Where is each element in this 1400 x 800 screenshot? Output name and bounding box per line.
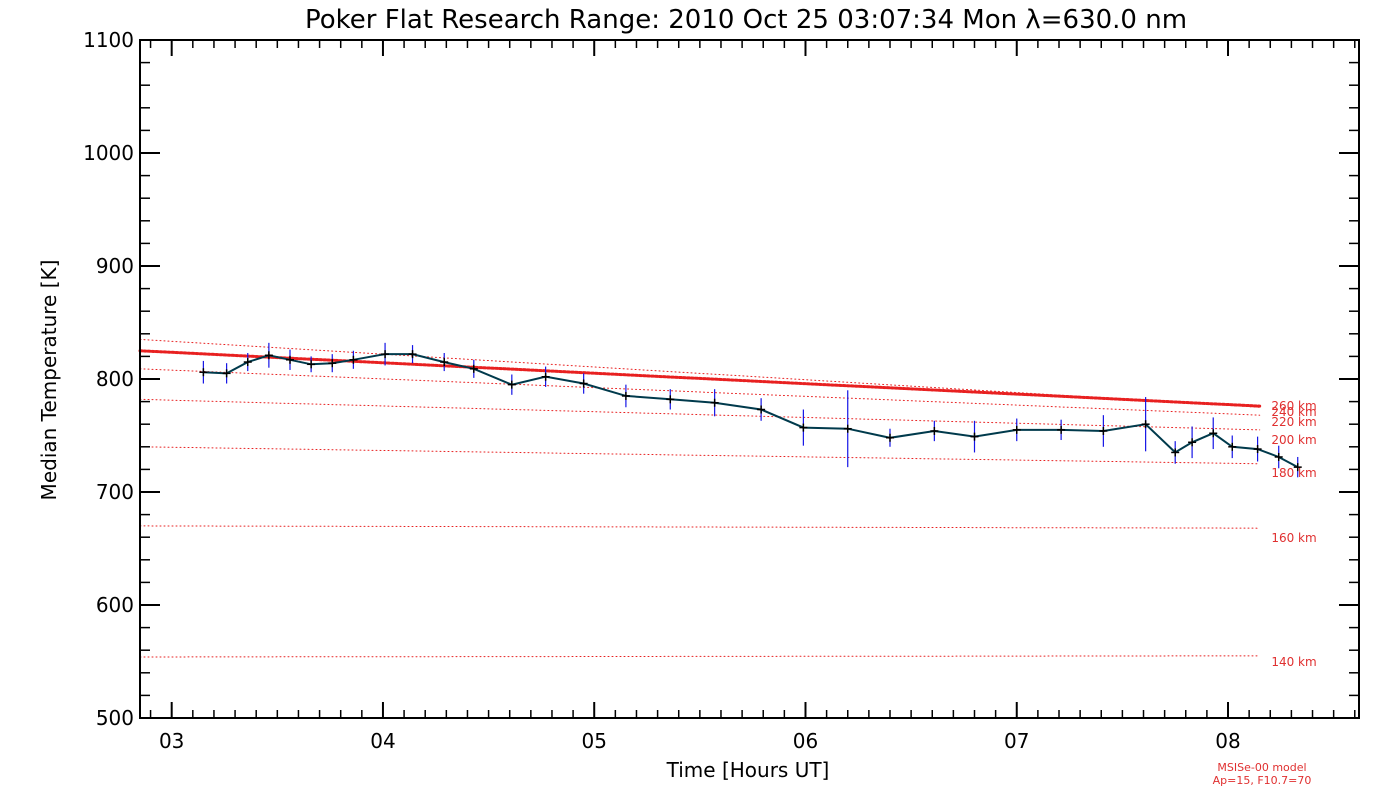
data-point	[408, 350, 417, 359]
model-curve-260km	[138, 349, 1262, 408]
data-point	[1099, 426, 1108, 435]
model-curves	[138, 338, 1262, 658]
model-curve-200km	[139, 398, 1261, 431]
data-point	[1274, 452, 1283, 461]
model-label-220km: 220 km	[1271, 415, 1316, 429]
y-tick-labels: 500 600 700 800 900 1000 1100	[83, 28, 134, 730]
axis-ticks	[140, 39, 1359, 719]
data-point	[970, 432, 979, 441]
data-point	[930, 426, 939, 435]
model-curve-240km	[139, 338, 1261, 408]
data-point	[285, 355, 294, 364]
data-point	[1228, 442, 1237, 451]
y-tick-label: 700	[96, 480, 134, 504]
y-tick-label: 600	[96, 593, 134, 617]
x-tick-label: 08	[1215, 729, 1240, 753]
model-curve-140km	[139, 655, 1261, 658]
y-tick-label: 1000	[83, 141, 134, 165]
temperature-series	[199, 350, 1302, 472]
x-tick-label: 03	[159, 729, 184, 753]
data-point	[507, 380, 516, 389]
data-point	[381, 350, 390, 359]
model-note-line-2: Ap=15, F10.7=70	[1213, 774, 1312, 787]
data-point	[757, 405, 766, 414]
data-point	[307, 360, 316, 369]
chart-title: Poker Flat Research Range: 2010 Oct 25 0…	[305, 5, 1187, 35]
y-axis-label: Median Temperature [K]	[37, 260, 61, 501]
data-point	[621, 391, 630, 400]
data-point	[710, 398, 719, 407]
y-tick-label: 800	[96, 367, 134, 391]
x-axis-label: Time [Hours UT]	[666, 758, 830, 782]
data-point	[1012, 425, 1021, 434]
data-point	[264, 351, 273, 360]
data-point	[1253, 445, 1262, 454]
x-tick-label: 07	[1004, 729, 1029, 753]
data-point	[885, 433, 894, 442]
model-curve-180km	[139, 446, 1261, 465]
model-label-240km: 240 km	[1271, 405, 1316, 419]
model-curve-220km	[139, 368, 1261, 416]
data-point	[666, 395, 675, 404]
y-tick-label: 900	[96, 254, 134, 278]
data-point	[579, 379, 588, 388]
data-point	[243, 358, 252, 367]
data-point	[1057, 425, 1066, 434]
data-point	[541, 372, 550, 381]
x-tick-label: 06	[793, 729, 818, 753]
data-point	[1209, 429, 1218, 438]
plot-frame	[139, 39, 1360, 719]
data-point	[1141, 420, 1150, 429]
data-point	[843, 424, 852, 433]
data-point	[199, 368, 208, 377]
y-tick-label: 500	[96, 706, 134, 730]
model-curve-160km	[139, 525, 1261, 529]
data-point	[1293, 463, 1302, 472]
data-point	[328, 359, 337, 368]
data-point	[349, 355, 358, 364]
model-label-180km: 180 km	[1271, 466, 1316, 480]
data-point	[799, 423, 808, 432]
data-point	[1188, 438, 1197, 447]
model-label-160km: 160 km	[1271, 531, 1316, 545]
model-label-200km: 200 km	[1271, 433, 1316, 447]
data-point	[222, 369, 231, 378]
y-tick-label: 1100	[83, 28, 134, 52]
x-tick-labels: 03 04 05 06 07 08	[159, 729, 1241, 753]
data-point	[469, 364, 478, 373]
model-label-140km: 140 km	[1271, 655, 1316, 669]
x-tick-label: 05	[581, 729, 606, 753]
data-point	[440, 358, 449, 367]
model-note-line-1: MSISe-00 model	[1217, 761, 1306, 774]
model-label-260km: 260 km	[1271, 399, 1316, 413]
data-point	[1171, 448, 1180, 457]
x-tick-label: 04	[370, 729, 395, 753]
